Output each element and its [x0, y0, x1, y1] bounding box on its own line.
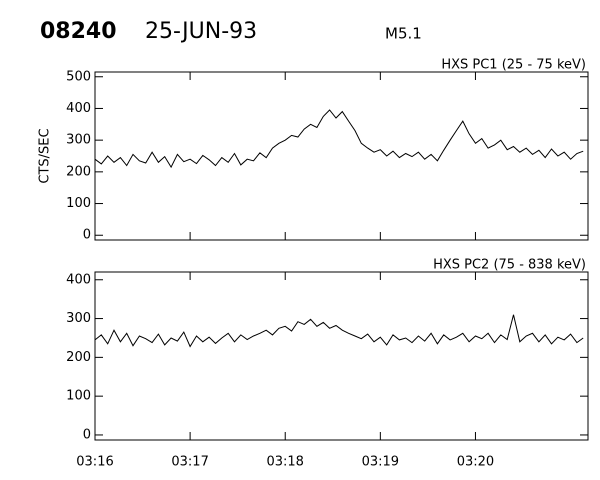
y-tick-label: 100 [66, 389, 91, 404]
y-tick-label: 500 [66, 69, 91, 84]
panel-title: HXS PC1 (25 - 75 keV) [441, 58, 586, 73]
y-tick-label: 0 [83, 228, 91, 243]
y-tick-label: 400 [66, 101, 91, 116]
event-id: 08240 [40, 19, 117, 44]
data-line [94, 109, 584, 169]
y-tick-label: 200 [66, 350, 91, 365]
y-tick-label: 200 [66, 164, 91, 179]
y-tick-label: 300 [66, 311, 91, 326]
y-tick-label: 0 [83, 427, 91, 442]
x-tick-label: 03:20 [457, 455, 494, 470]
y-axis-label: CTS/SEC [38, 128, 53, 183]
plot-frame [94, 271, 589, 441]
plot-frame [94, 71, 589, 241]
y-tick-label: 400 [66, 272, 91, 287]
x-tick-label: 03:17 [171, 455, 208, 470]
flare-class: M5.1 [385, 25, 422, 43]
x-tick-label: 03:16 [76, 455, 113, 470]
panel-title: HXS PC2 (75 - 838 keV) [433, 258, 586, 273]
data-line [94, 314, 584, 348]
x-tick-label: 03:19 [362, 455, 399, 470]
event-date: 25-JUN-93 [145, 19, 257, 44]
y-tick-label: 300 [66, 133, 91, 148]
y-tick-label: 100 [66, 196, 91, 211]
x-tick-label: 03:18 [266, 455, 303, 470]
